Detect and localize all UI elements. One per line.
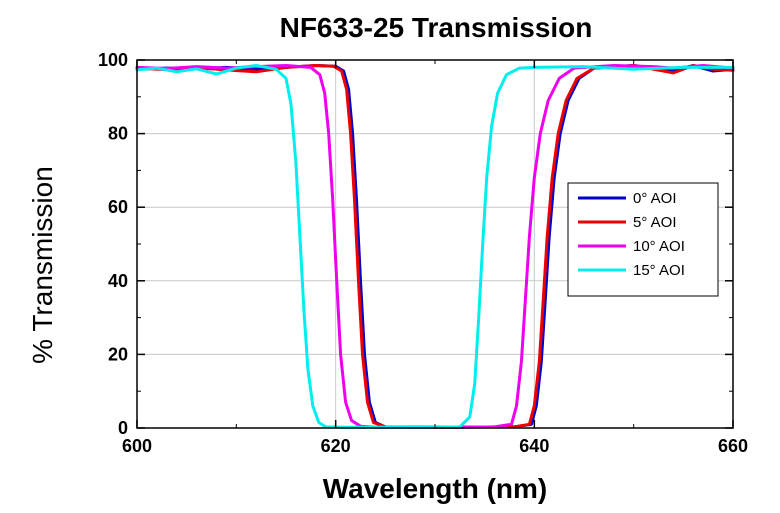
ticks: 600 620 640 660 0 20 40 60 80 100 <box>98 50 748 456</box>
legend-label-3: 15° AOI <box>633 262 685 279</box>
y-tick-label: 60 <box>108 197 128 217</box>
chart-title: NF633-25 Transmission <box>280 12 593 43</box>
series-line-3 <box>135 64 735 429</box>
y-tick-label: 40 <box>108 271 128 291</box>
legend-label-0: 0° AOI <box>633 190 677 207</box>
x-tick-label: 620 <box>321 436 351 456</box>
y-tick-label: 80 <box>108 124 128 144</box>
legend-label-2: 10° AOI <box>633 238 685 255</box>
legend-box <box>567 182 719 297</box>
legend-label-1: 5° AOI <box>633 214 677 231</box>
y-tick-label: 20 <box>108 344 128 364</box>
x-tick-label: 660 <box>718 436 748 456</box>
x-axis-label: Wavelength (nm) <box>323 473 548 504</box>
y-tick-label: 0 <box>118 418 128 438</box>
y-axis-label: % Transmission <box>27 166 58 364</box>
y-tick-label: 100 <box>98 50 128 70</box>
x-tick-label: 600 <box>122 436 152 456</box>
legend: 0° AOI 5° AOI 10° AOI 15° AOI <box>567 182 719 297</box>
x-tick-label: 640 <box>519 436 549 456</box>
